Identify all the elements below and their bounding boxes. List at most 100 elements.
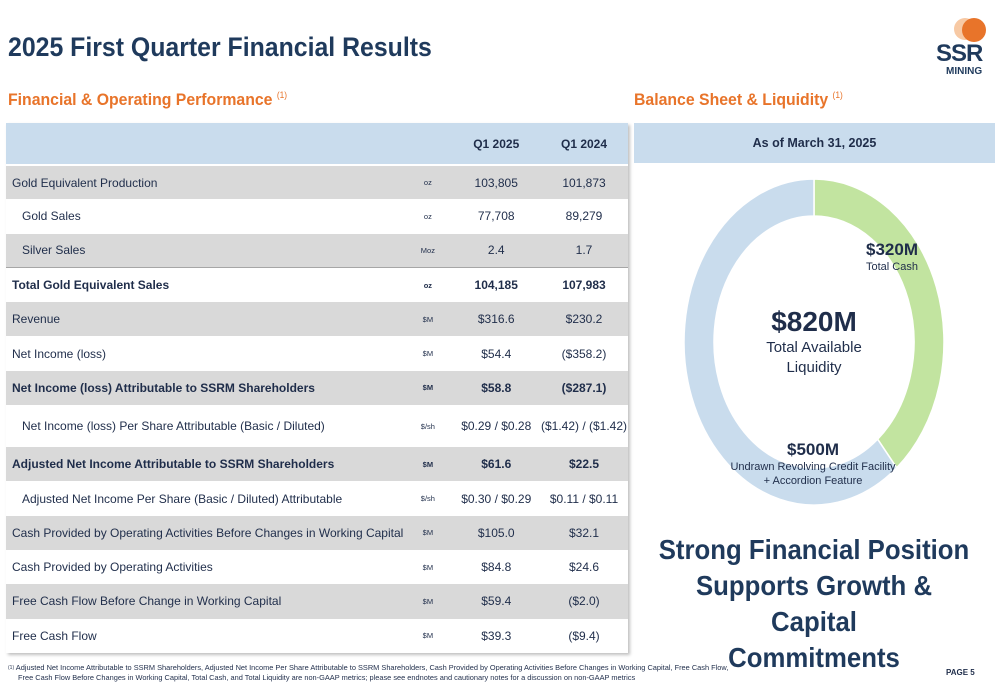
total-cash-value: $320M — [866, 240, 918, 259]
table-row: Net Income (loss) Attributable to SSRM S… — [6, 370, 628, 406]
financial-table: Q1 2025 Q1 2024 Gold Equivalent Producti… — [6, 123, 628, 653]
row-q1-2025: 77,708 — [452, 199, 541, 234]
row-metric: Adjusted Net Income Per Share (Basic / D… — [6, 481, 404, 516]
row-metric: Net Income (loss) — [6, 336, 404, 371]
headline-statement: Strong Financial Position Supports Growt… — [654, 532, 974, 676]
balance-sheet-heading-text: Balance Sheet & Liquidity — [634, 90, 829, 109]
row-unit: Moz — [403, 233, 453, 268]
row-q1-2025: $59.4 — [452, 584, 541, 619]
row-q1-2024: ($358.2) — [540, 336, 628, 371]
table-header-row: Q1 2025 Q1 2024 — [6, 123, 628, 166]
header-q1-2024: Q1 2024 — [540, 123, 628, 166]
row-q1-2024: ($1.42) / ($1.42) — [540, 405, 628, 448]
logo-text-top: SSR — [936, 40, 983, 67]
row-metric: Free Cash Flow — [6, 618, 404, 653]
total-liquidity-label-line2: Liquidity — [786, 359, 842, 376]
table-row: Adjusted Net Income Per Share (Basic / D… — [6, 481, 628, 516]
page-title: 2025 First Quarter Financial Results — [8, 32, 432, 62]
row-unit: $M — [403, 370, 453, 406]
row-q1-2024: ($287.1) — [540, 370, 628, 406]
row-metric: Gold Sales — [6, 199, 404, 234]
header-unit — [403, 123, 453, 166]
total-cash-label: $320M Total Cash — [850, 240, 934, 274]
table-row: Gold Equivalent Production oz 103,805 10… — [6, 165, 628, 200]
row-q1-2025: $105.0 — [452, 515, 541, 550]
header-metric — [6, 123, 404, 166]
row-metric: Adjusted Net Income Attributable to SSRM… — [6, 447, 404, 482]
row-q1-2025: $84.8 — [452, 549, 541, 585]
row-q1-2024: ($2.0) — [540, 584, 628, 619]
row-metric: Total Gold Equivalent Sales — [6, 267, 404, 303]
row-metric: Revenue — [6, 302, 404, 337]
row-unit: oz — [403, 267, 453, 303]
credit-facility-text-line2: + Accordion Feature — [763, 475, 863, 487]
row-unit: $M — [403, 302, 453, 337]
row-metric: Gold Equivalent Production — [6, 165, 404, 200]
row-unit: $M — [403, 447, 453, 482]
row-metric: Cash Provided by Operating Activities — [6, 549, 404, 585]
financial-performance-note: (1) — [276, 90, 288, 100]
table-row: Cash Provided by Operating Activities $M… — [6, 549, 628, 585]
footnote-line1: Adjusted Net Income Attributable to SSRM… — [15, 663, 729, 672]
credit-facility-value: $500M — [787, 440, 839, 459]
row-unit: $M — [403, 549, 453, 585]
financial-performance-heading-text: Financial & Operating Performance — [8, 90, 273, 109]
headline-line3: Commitments — [728, 642, 900, 673]
row-q1-2025: $0.30 / $0.29 — [452, 481, 541, 516]
table-row: Gold Sales oz 77,708 89,279 — [6, 199, 628, 234]
row-unit: $M — [403, 336, 453, 371]
credit-facility-text-line1: Undrawn Revolving Credit Facility — [730, 461, 896, 473]
row-metric: Silver Sales — [6, 233, 404, 268]
row-q1-2025: $58.8 — [452, 370, 541, 406]
row-q1-2025: $0.29 / $0.28 — [452, 405, 541, 448]
row-q1-2024: $22.5 — [540, 447, 628, 482]
as-of-date-banner: As of March 31, 2025 — [634, 123, 995, 163]
footnote: (1) Adjusted Net Income Attributable to … — [8, 663, 768, 683]
row-unit: oz — [403, 165, 453, 200]
row-q1-2025: 104,185 — [452, 267, 541, 303]
row-q1-2025: $54.4 — [452, 336, 541, 371]
row-metric: Net Income (loss) Attributable to SSRM S… — [6, 370, 404, 406]
total-cash-text: Total Cash — [866, 261, 918, 273]
headline-line1: Strong Financial Position — [658, 534, 970, 565]
donut-segment-credit-facility — [683, 178, 898, 506]
row-metric: Net Income (loss) Per Share Attributable… — [6, 405, 404, 448]
page-number: PAGE 5 — [946, 668, 975, 677]
balance-sheet-heading: Balance Sheet & Liquidity (1) — [634, 90, 843, 110]
footnote-line2: Free Cash Flow Before Changes in Working… — [18, 673, 636, 682]
headline-line2: Supports Growth & Capital — [695, 570, 933, 637]
row-q1-2025: $39.3 — [452, 618, 541, 653]
row-q1-2025: 2.4 — [452, 233, 541, 268]
table-row: Net Income (loss) Per Share Attributable… — [6, 405, 628, 448]
row-q1-2025: $316.6 — [452, 302, 541, 337]
table-row: Free Cash Flow Before Change in Working … — [6, 584, 628, 619]
logo-text-bottom: MINING — [946, 66, 983, 77]
row-unit: oz — [403, 199, 453, 234]
row-q1-2024: 101,873 — [540, 165, 628, 200]
table-row: Free Cash Flow $M $39.3 ($9.4) — [6, 618, 628, 653]
financial-performance-heading: Financial & Operating Performance (1) — [8, 90, 287, 110]
credit-facility-label: $500M Undrawn Revolving Credit Facility … — [722, 440, 904, 488]
row-q1-2025: 103,805 — [452, 165, 541, 200]
table-row: Cash Provided by Operating Activities Be… — [6, 515, 628, 550]
total-liquidity-value: $820M — [771, 306, 857, 337]
total-liquidity-label-line1: Total Available — [766, 339, 862, 356]
logo-circle — [962, 18, 986, 42]
balance-sheet-note: (1) — [832, 90, 843, 100]
header-q1-2025: Q1 2025 — [452, 123, 541, 166]
table-row: Adjusted Net Income Attributable to SSRM… — [6, 447, 628, 482]
row-q1-2024: ($9.4) — [540, 618, 628, 653]
row-q1-2024: $0.11 / $0.11 — [540, 481, 628, 516]
row-q1-2024: 1.7 — [540, 233, 628, 268]
row-q1-2024: $32.1 — [540, 515, 628, 550]
ssr-mining-logo: SSR MINING — [934, 16, 990, 80]
table-row: Silver Sales Moz 2.4 1.7 — [6, 233, 628, 268]
table-row: Net Income (loss) $M $54.4 ($358.2) — [6, 336, 628, 371]
row-q1-2024: $230.2 — [540, 302, 628, 337]
footnote-marker: (1) — [8, 665, 15, 671]
row-metric: Cash Provided by Operating Activities Be… — [6, 515, 404, 550]
row-unit: $/sh — [403, 481, 453, 516]
table-row: Total Gold Equivalent Sales oz 104,185 1… — [6, 267, 628, 303]
row-metric: Free Cash Flow Before Change in Working … — [6, 584, 404, 619]
liquidity-donut-chart — [683, 178, 945, 506]
